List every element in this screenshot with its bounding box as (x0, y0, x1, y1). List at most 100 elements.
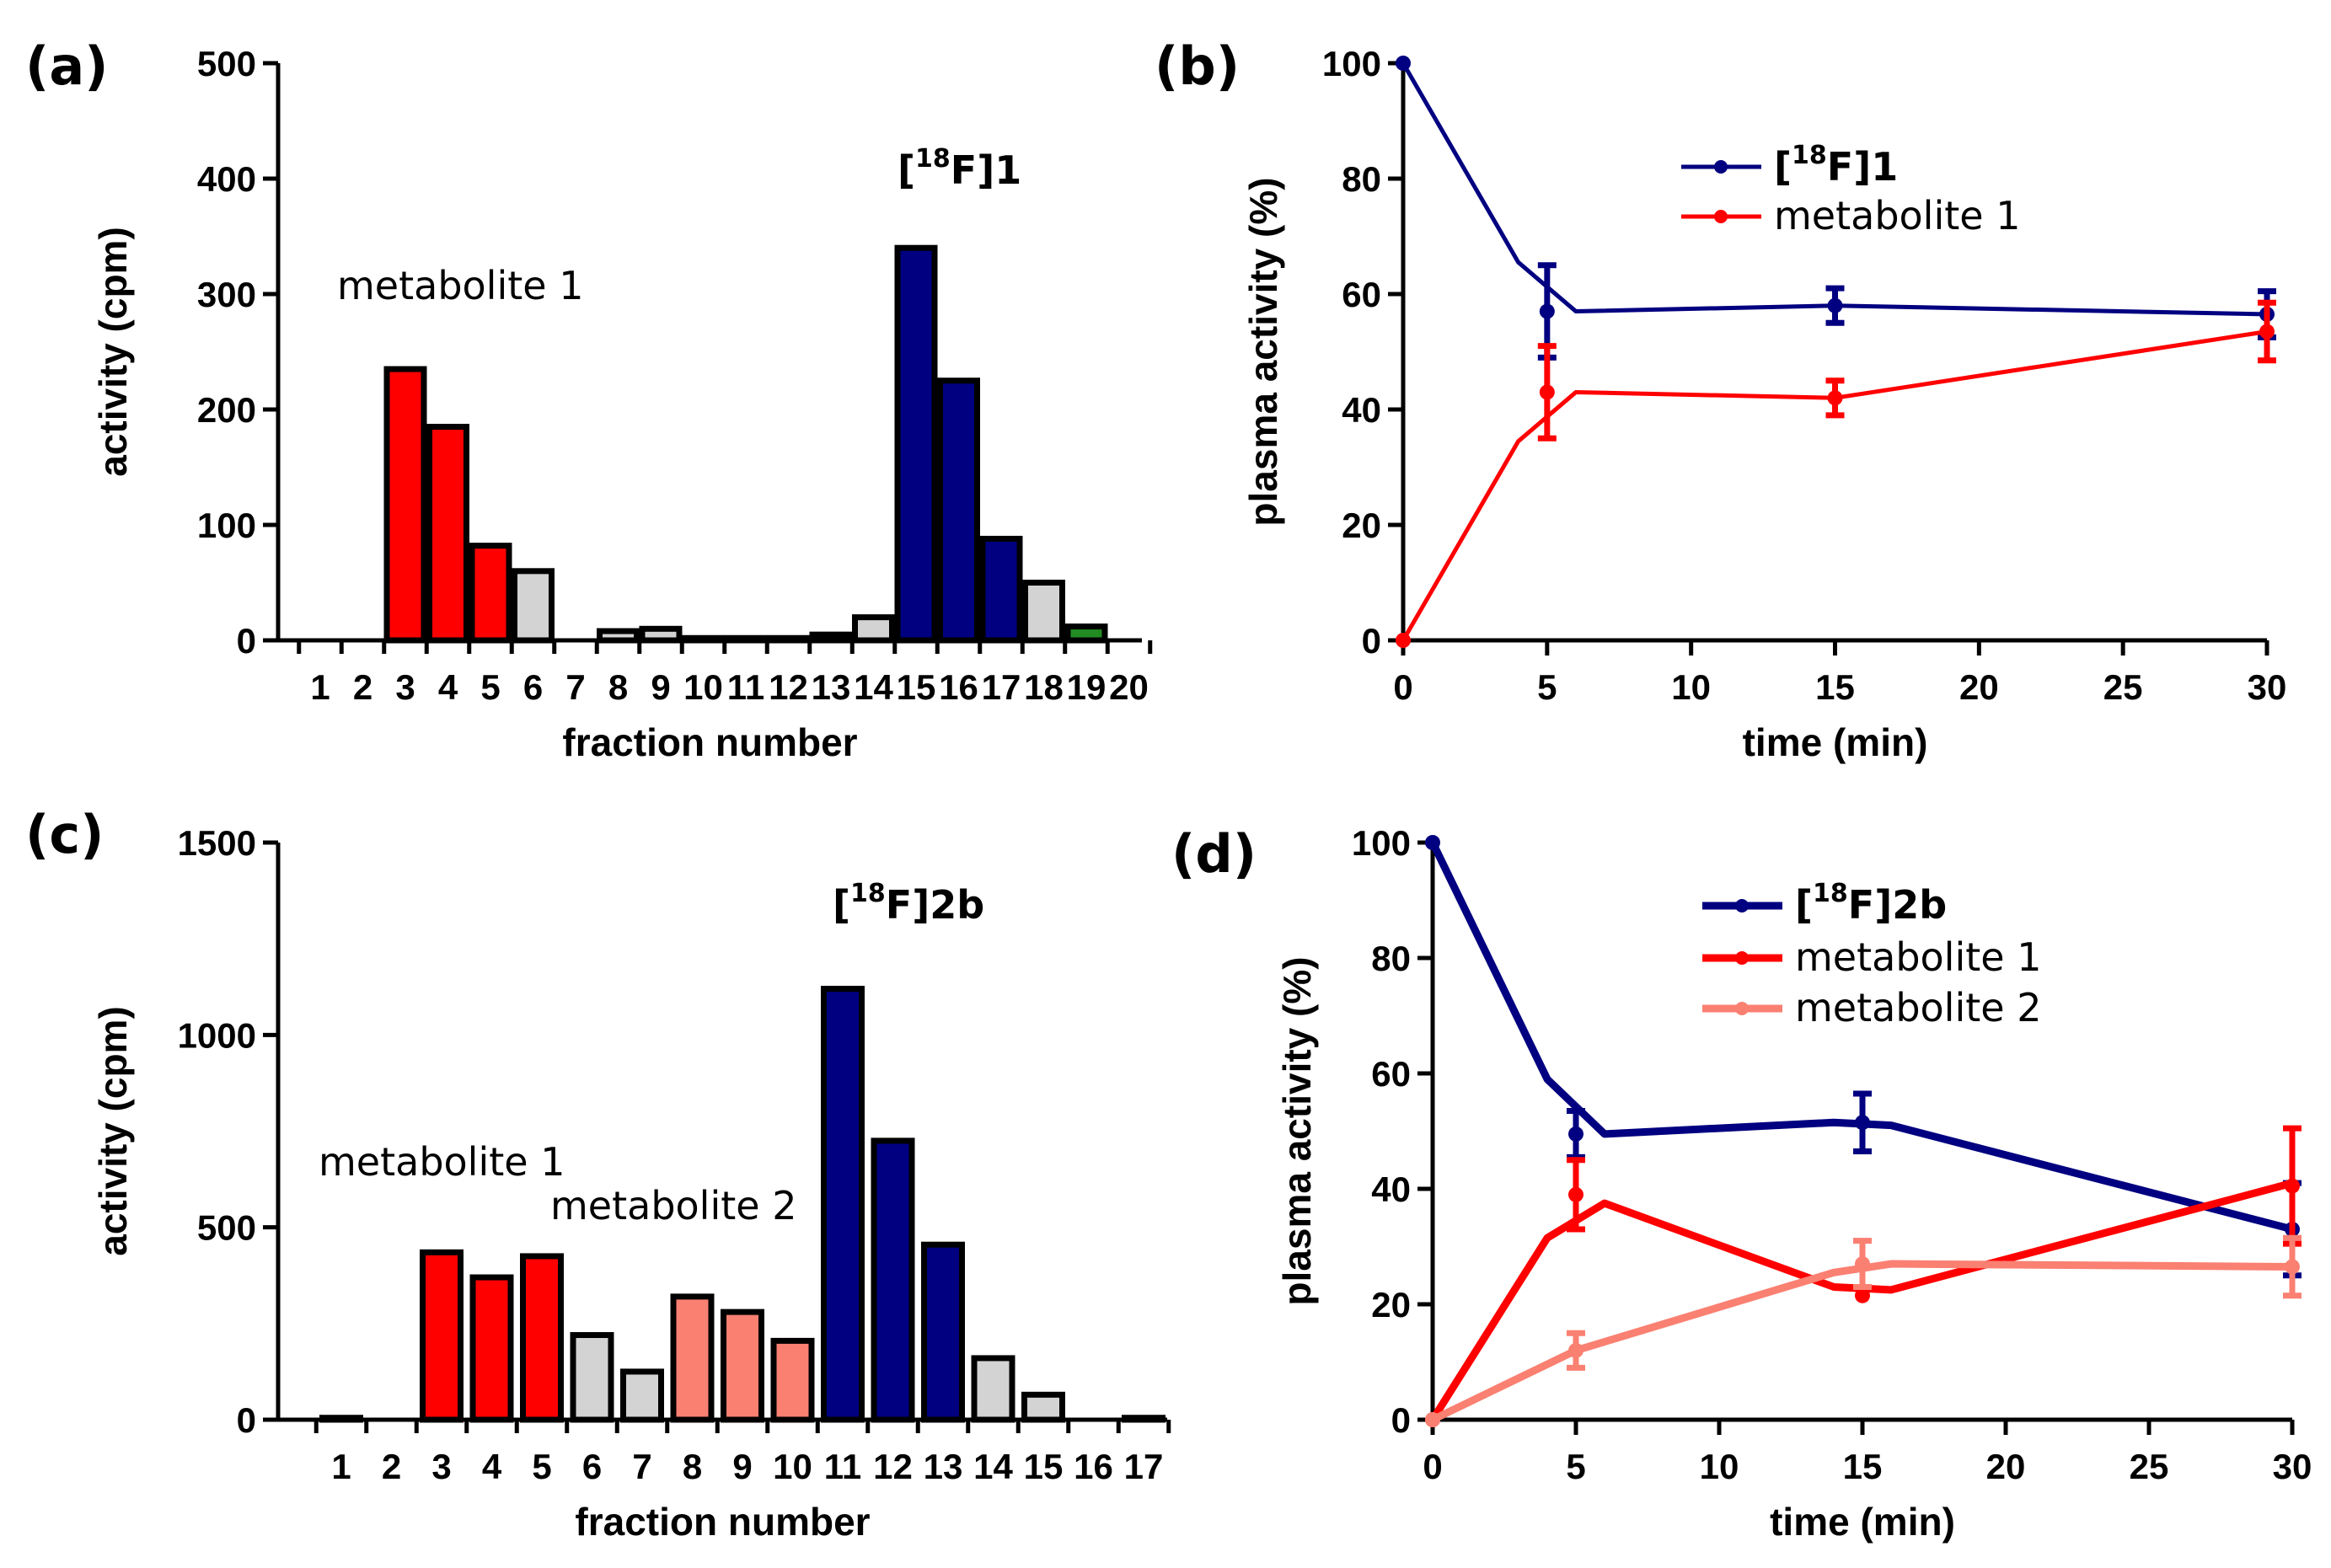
legend-d-marker-3 (1735, 1002, 1749, 1015)
bar (319, 1415, 363, 1423)
x-tick-label: 14 (973, 1447, 1013, 1486)
y-tick-label: 100 (1322, 44, 1381, 83)
annotation-parent-c: [18F]2b (833, 879, 984, 928)
bar (620, 1368, 664, 1423)
bar (570, 1332, 614, 1423)
data-point (1827, 390, 1843, 406)
bar (469, 1274, 514, 1423)
legend-b: [18F]1 metabolite 1 (1681, 141, 2020, 238)
x-tick-label: 25 (2103, 667, 2143, 707)
y-tick-label: 400 (197, 159, 256, 199)
data-point (1539, 384, 1555, 400)
legend-b-label-1: [18F]1 (1774, 141, 1898, 190)
y-axis-title: activity (cpm) (91, 227, 135, 477)
panel-label-d: (d) (1171, 823, 1257, 885)
x-tick-label: 30 (2273, 1447, 2312, 1486)
bar (767, 634, 810, 644)
x-tick-label: 10 (773, 1447, 812, 1486)
legend-d: [18F]2b metabolite 1 metabolite 2 (1702, 879, 2041, 1030)
data-point (1425, 835, 1440, 850)
panel-label-c: (c) (25, 804, 104, 865)
bar (512, 568, 555, 644)
bar (852, 614, 895, 644)
y-tick-label: 40 (1371, 1169, 1411, 1209)
bar (520, 1253, 564, 1423)
y-tick-label: 100 (197, 506, 256, 545)
series-line (1401, 62, 2268, 317)
x-tick-label: 16 (939, 667, 978, 707)
data-point (2285, 1178, 2300, 1194)
bar (1064, 623, 1108, 644)
y-tick-label: 0 (1362, 621, 1381, 661)
x-tick-label: 9 (732, 1447, 752, 1486)
x-tick-label: 10 (1700, 1447, 1739, 1486)
y-tick-label: 1000 (178, 1015, 256, 1055)
bar (894, 244, 938, 644)
x-tick-label: 15 (1024, 1447, 1064, 1486)
legend-d-label-2: metabolite 1 (1795, 934, 2041, 980)
x-tick-label: 7 (632, 1447, 651, 1486)
x-tick-label: 20 (1986, 1447, 2026, 1486)
legend-d-marker-1 (1735, 899, 1749, 912)
annotation-metabolite-2-c: metabolite 2 (550, 1183, 796, 1228)
y-tick-label: 0 (237, 1400, 256, 1440)
bar (420, 1249, 464, 1423)
bar (670, 1293, 715, 1423)
x-tick-label: 8 (683, 1447, 702, 1486)
plot-1: 0 100 200 300 400 500 activity (cpm) fraction n… (91, 44, 1153, 764)
bar (979, 535, 1023, 644)
x-tick-label: 9 (651, 667, 670, 707)
series-line (1431, 1260, 2293, 1424)
bar (937, 377, 980, 644)
bar (721, 1308, 764, 1423)
bar (682, 634, 725, 644)
data-point (1539, 303, 1555, 319)
x-tick-label: 5 (1537, 667, 1557, 707)
bar (921, 1241, 965, 1423)
data-point (2285, 1259, 2300, 1275)
x-tick-label: 13 (812, 667, 851, 707)
legend-b-label-2: metabolite 1 (1774, 193, 2020, 238)
data-point (2259, 324, 2275, 340)
bar (426, 424, 469, 644)
data-point (1855, 1115, 1870, 1131)
y-tick-label: 80 (1371, 939, 1411, 978)
x-tick-label: 17 (982, 667, 1021, 707)
x-tick-label: 5 (532, 1447, 551, 1486)
bar (971, 1355, 1015, 1423)
x-tick-label: 7 (565, 667, 585, 707)
x-tick-label: 10 (1671, 667, 1711, 707)
x-tick-label: 6 (582, 1447, 602, 1486)
data-point (1568, 1342, 1583, 1358)
annotation-metabolite-1-c: metabolite 1 (319, 1139, 565, 1185)
x-axis-title: time (min) (1743, 720, 1928, 764)
y-tick-label: 0 (237, 621, 256, 661)
x-tick-label: 6 (523, 667, 543, 707)
y-axis-title: plasma activity (%) (1241, 177, 1285, 526)
series-line (1428, 841, 2294, 1234)
x-tick-label: 20 (1959, 667, 1999, 707)
x-tick-label: 10 (683, 667, 723, 707)
bar (597, 628, 640, 644)
bar (1122, 1415, 1166, 1423)
y-tick-label: 80 (1342, 159, 1381, 199)
x-tick-label: 19 (1067, 667, 1107, 707)
x-tick-label: 3 (431, 1447, 451, 1486)
bar (809, 631, 853, 644)
data-point (1396, 633, 1411, 648)
legend-d-label-1: [18F]2b (1795, 879, 1947, 928)
data-point (1425, 1412, 1440, 1427)
x-tick-label: 5 (480, 667, 500, 707)
x-tick-label: 17 (1124, 1447, 1164, 1486)
plot-3: 0 500 1000 1500 activity (cpm) fraction numbe… (91, 823, 1171, 1544)
x-tick-label: 0 (1393, 667, 1412, 707)
panel-label-b: (b) (1155, 35, 1240, 97)
y-tick-label: 1500 (178, 823, 256, 863)
x-axis-title: time (min) (1770, 1500, 1955, 1544)
y-tick-label: 0 (1391, 1400, 1411, 1440)
legend-d-label-3: metabolite 2 (1795, 985, 2041, 1030)
x-tick-label: 11 (727, 667, 764, 707)
